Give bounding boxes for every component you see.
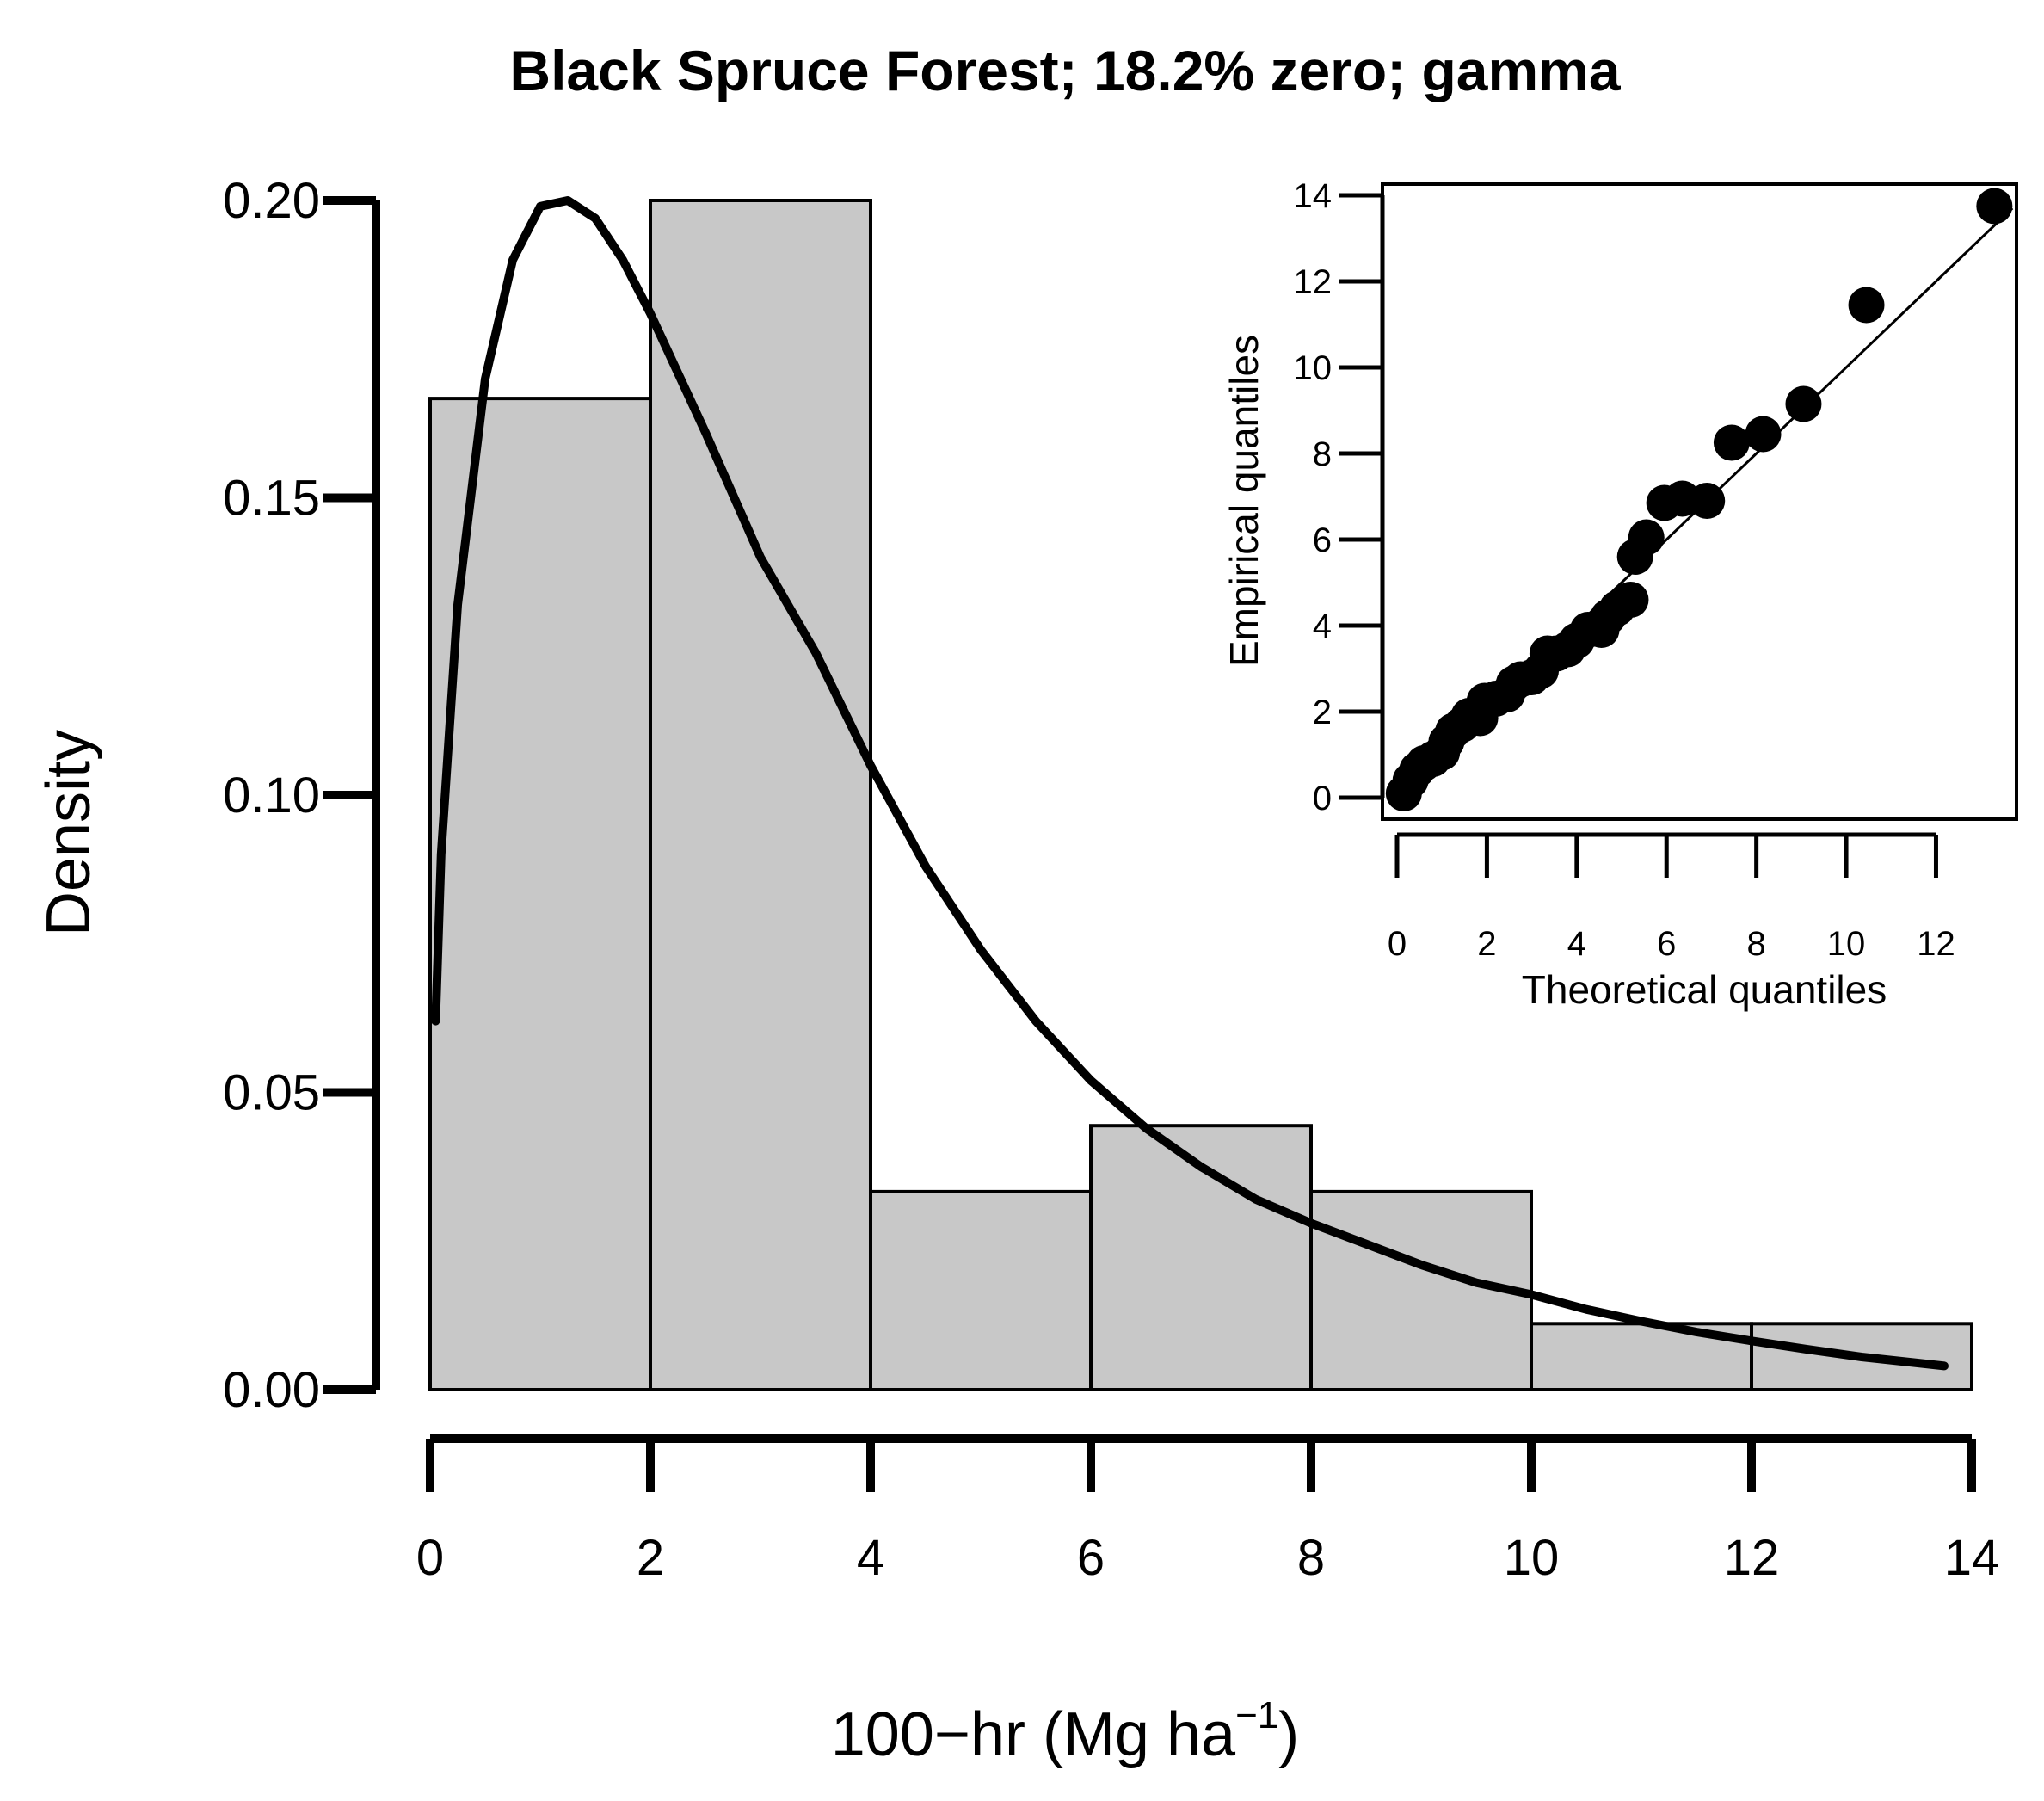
qq-x-axis: 0 2 4 6 8 10 12 [1388, 832, 1955, 963]
x-tick-label: 14 [1944, 1530, 2000, 1586]
qq-y-tick-label: 12 [1294, 263, 1333, 301]
qq-y-tick-label: 4 [1313, 608, 1332, 645]
qq-x-tick-label: 10 [1827, 925, 1866, 963]
qq-point [1628, 519, 1665, 556]
qq-y-tick-label: 8 [1313, 435, 1332, 473]
qq-x-tick-label: 6 [1657, 925, 1676, 963]
qq-x-tick-label: 12 [1917, 925, 1955, 963]
x-tick-label: 0 [416, 1530, 444, 1586]
qq-y-tick-label: 14 [1294, 177, 1333, 215]
fitted-curve-layer [431, 196, 1949, 1371]
x-tick-label: 12 [1724, 1530, 1780, 1586]
qq-y-tick-label: 10 [1294, 349, 1333, 387]
qq-point [1713, 424, 1750, 461]
y-axis-label: Density [34, 730, 103, 936]
x-tick-label: 10 [1504, 1530, 1560, 1586]
qq-y-axis-label: Empirical quantiles [1222, 335, 1266, 667]
x-axis-label-suffix: ) [1278, 1700, 1299, 1769]
qq-y-tick-label: 2 [1313, 694, 1332, 731]
y-tick-label: 0.20 [223, 173, 320, 229]
qq-y-axis: 0 2 4 6 8 10 12 14 [1294, 177, 1385, 817]
y-tick-label: 0.15 [223, 471, 320, 527]
histogram-bars [428, 199, 1973, 1392]
qq-x-tick-label: 8 [1747, 925, 1766, 963]
x-tick-label: 6 [1077, 1530, 1105, 1586]
qq-x-tick-label: 4 [1567, 925, 1586, 963]
y-tick-label: 0.00 [223, 1362, 320, 1418]
qq-point [1612, 582, 1649, 618]
qq-point [1976, 188, 2013, 225]
qq-x-tick-label: 2 [1477, 925, 1496, 963]
histogram-bar-2 [869, 1189, 1093, 1391]
y-tick-label: 0.10 [223, 768, 320, 823]
qq-x-tick-label: 0 [1388, 925, 1407, 963]
qq-x-axis-label: Theoretical quantiles [1522, 967, 1887, 1012]
y-axis: 0.00 0.05 0.10 0.15 0.20 [223, 173, 380, 1418]
qq-points [1385, 188, 2013, 811]
qq-y-tick-label: 0 [1313, 780, 1332, 817]
chart-title: Black Spruce Forest; 18.2% zero; gamma [509, 39, 1621, 102]
qq-y-tick-label: 6 [1313, 521, 1332, 559]
qq-point [1785, 385, 1822, 422]
x-axis-label-main: 100−hr (Mg ha [831, 1700, 1236, 1769]
qq-point [1848, 287, 1885, 324]
x-tick-label: 8 [1297, 1530, 1325, 1586]
gamma-density-curve [431, 196, 1949, 1371]
x-axis-label: 100−hr (Mg ha−1) [831, 1694, 1299, 1769]
x-axis: 0 2 4 6 8 10 12 14 [416, 1434, 2000, 1586]
x-tick-label: 2 [637, 1530, 664, 1586]
qq-point [1689, 483, 1726, 519]
x-axis-label-superscript: −1 [1235, 1694, 1278, 1736]
qq-inset: 0 2 4 6 8 10 12 0 2 4 6 8 10 12 14 Theoretical quanti… [1222, 177, 2018, 1012]
x-tick-label: 4 [857, 1530, 884, 1586]
y-tick-label: 0.05 [223, 1065, 320, 1121]
qq-point [1745, 416, 1782, 453]
